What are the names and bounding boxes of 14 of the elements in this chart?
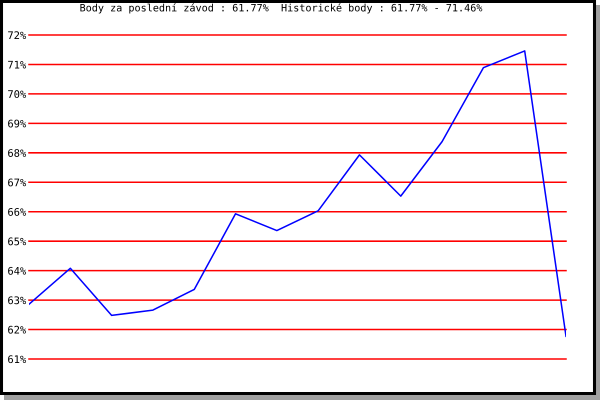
chart-title: Body za poslední závod : 61.77% Historické body : 61.77% - 71.46%: [80, 3, 482, 14]
line-series: [29, 50, 566, 338]
y-tick-label: 64%: [8, 266, 26, 275]
y-tick-label: 68%: [8, 149, 26, 157]
y-tick-label: 65%: [8, 237, 26, 246]
y-tick-label: 72%: [8, 31, 26, 39]
y-tick-label: 69%: [8, 120, 26, 128]
y-tick-label: 67%: [8, 178, 26, 186]
y-tick-label: 62%: [8, 326, 26, 334]
y-tick-label: 70%: [8, 90, 26, 98]
y-tick-label: 63%: [8, 296, 26, 304]
y-tick-label: 66%: [8, 208, 26, 216]
y-tick-label: 61%: [8, 355, 26, 364]
y-tick-label: 71%: [8, 60, 26, 68]
